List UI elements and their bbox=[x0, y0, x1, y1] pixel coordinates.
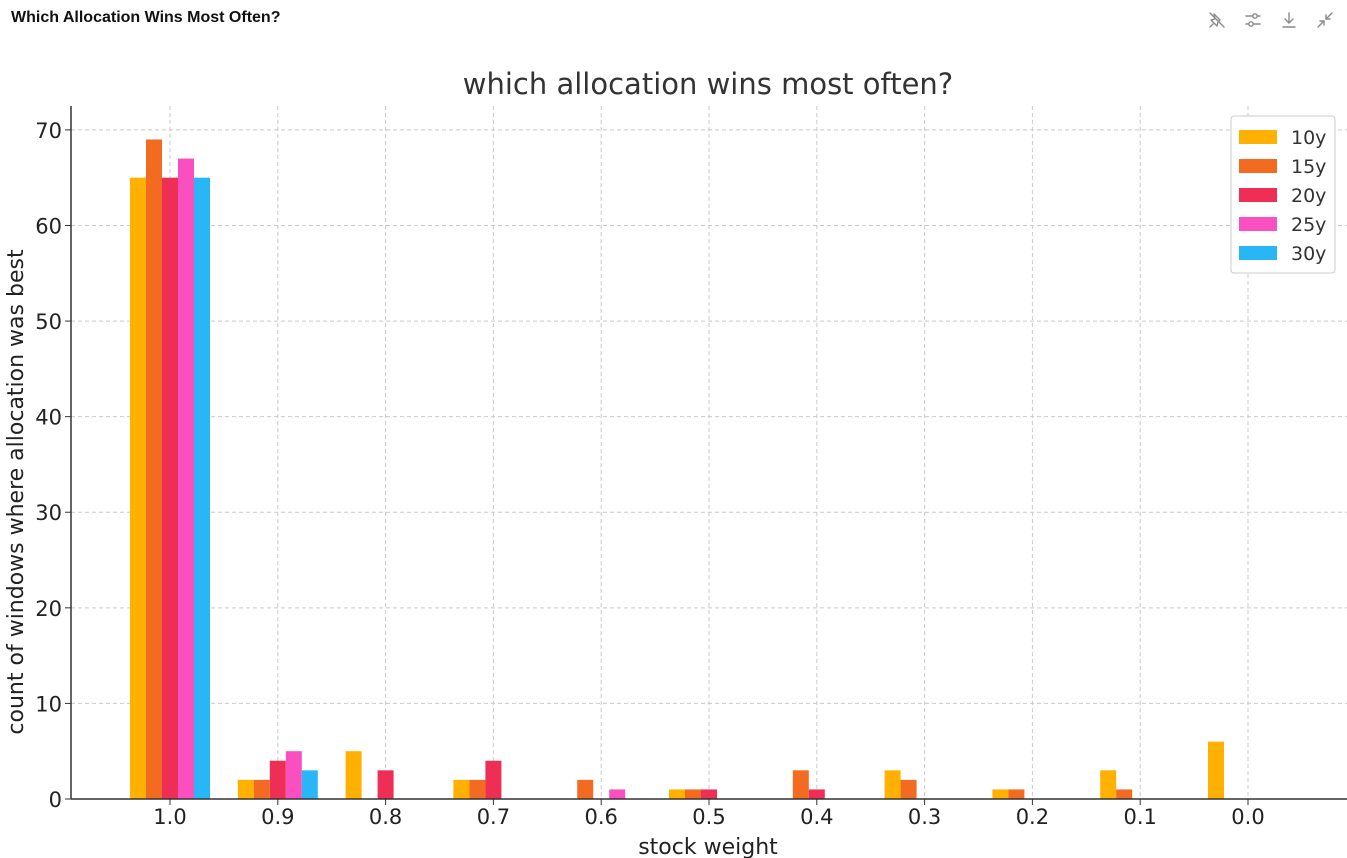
bar-10y-0.7 bbox=[453, 779, 470, 799]
bar-10y-0.3 bbox=[884, 770, 901, 799]
x-tick-label: 0.0 bbox=[1231, 805, 1264, 829]
y-tick-label: 50 bbox=[35, 310, 62, 334]
adjust-sliders-icon bbox=[1245, 13, 1261, 27]
legend-swatch-15y bbox=[1239, 159, 1277, 173]
y-tick-label: 40 bbox=[35, 406, 62, 430]
legend-label-20y: 20y bbox=[1291, 185, 1326, 207]
legend-label-30y: 30y bbox=[1291, 243, 1326, 265]
y-tick-label: 20 bbox=[35, 597, 62, 621]
bar-10y-0.1 bbox=[1100, 770, 1117, 799]
legend-swatch-30y bbox=[1239, 246, 1277, 260]
bar-25y-0.9 bbox=[285, 751, 302, 799]
adjust-button[interactable] bbox=[1237, 8, 1269, 32]
legend-label-25y: 25y bbox=[1291, 214, 1326, 236]
chart-title: which allocation wins most often? bbox=[463, 67, 953, 101]
bar-15y-0.6 bbox=[577, 779, 594, 799]
bar-15y-0.1 bbox=[1116, 789, 1133, 799]
x-axis-label: stock weight bbox=[638, 835, 778, 858]
chart-toolbar bbox=[1201, 8, 1341, 32]
bar-10y-0.8 bbox=[345, 751, 362, 799]
legend-box bbox=[1230, 115, 1336, 274]
bar-15y-0.3 bbox=[900, 779, 917, 799]
x-tick-label: 0.8 bbox=[369, 805, 402, 829]
legend-swatch-10y bbox=[1239, 130, 1277, 144]
x-tick-label: 0.5 bbox=[692, 805, 725, 829]
y-tick-label: 0 bbox=[49, 788, 62, 812]
x-tick-label: 0.4 bbox=[800, 805, 833, 829]
bar-15y-0.4 bbox=[792, 770, 809, 799]
unpin-button[interactable] bbox=[1201, 8, 1233, 32]
collapse-icon bbox=[1317, 12, 1333, 28]
bar-15y-0.2 bbox=[1008, 789, 1025, 799]
bar-20y-0.4 bbox=[808, 789, 825, 799]
bar-20y-0.9 bbox=[269, 760, 286, 799]
bar-10y-0.2 bbox=[992, 789, 1009, 799]
bar-20y-0.7 bbox=[485, 760, 502, 799]
legend-swatch-25y bbox=[1239, 217, 1277, 231]
download-button[interactable] bbox=[1273, 8, 1305, 32]
bar-15y-0.5 bbox=[685, 789, 701, 799]
bar-25y-1.0 bbox=[178, 158, 194, 800]
x-tick-label: 1.0 bbox=[153, 805, 186, 829]
collapse-button[interactable] bbox=[1309, 8, 1341, 32]
bar-15y-0.7 bbox=[469, 779, 486, 799]
bar-30y-0.9 bbox=[301, 770, 318, 799]
x-tick-label: 0.2 bbox=[1016, 805, 1049, 829]
bar-10y-0.5 bbox=[669, 789, 685, 799]
y-tick-label: 70 bbox=[35, 119, 62, 143]
legend-label-15y: 15y bbox=[1291, 156, 1326, 178]
x-tick-label: 0.6 bbox=[584, 805, 617, 829]
bar-30y-1.0 bbox=[194, 177, 210, 800]
bar-15y-1.0 bbox=[146, 139, 162, 799]
x-tick-label: 0.7 bbox=[477, 805, 510, 829]
bar-10y-0.9 bbox=[237, 779, 254, 799]
download-icon bbox=[1282, 12, 1296, 28]
bar-10y-0.0 bbox=[1208, 741, 1224, 799]
legend-label-10y: 10y bbox=[1291, 127, 1326, 149]
bar-20y-0.8 bbox=[377, 770, 394, 799]
unpin-icon bbox=[1209, 12, 1225, 28]
y-tick-label: 30 bbox=[35, 501, 62, 525]
x-tick-label: 0.3 bbox=[908, 805, 941, 829]
bar-10y-1.0 bbox=[130, 177, 146, 800]
bar-chart: which allocation wins most often? 0 10 20 3… bbox=[4, 67, 1347, 858]
bar-20y-1.0 bbox=[162, 177, 178, 800]
window-title: Which Allocation Wins Most Often? bbox=[11, 9, 281, 26]
header-bar: Which Allocation Wins Most Often? bbox=[0, 0, 1347, 40]
bar-20y-0.5 bbox=[701, 789, 717, 799]
bar-15y-0.9 bbox=[253, 779, 270, 799]
x-tick-label: 0.1 bbox=[1123, 805, 1156, 829]
y-tick-label: 10 bbox=[35, 692, 62, 716]
y-axis-label: count of windows where allocation was be… bbox=[4, 249, 29, 735]
legend-swatch-20y bbox=[1239, 188, 1277, 202]
bar-25y-0.6 bbox=[609, 789, 626, 799]
x-tick-label: 0.9 bbox=[261, 805, 294, 829]
y-tick-label: 60 bbox=[35, 214, 62, 238]
